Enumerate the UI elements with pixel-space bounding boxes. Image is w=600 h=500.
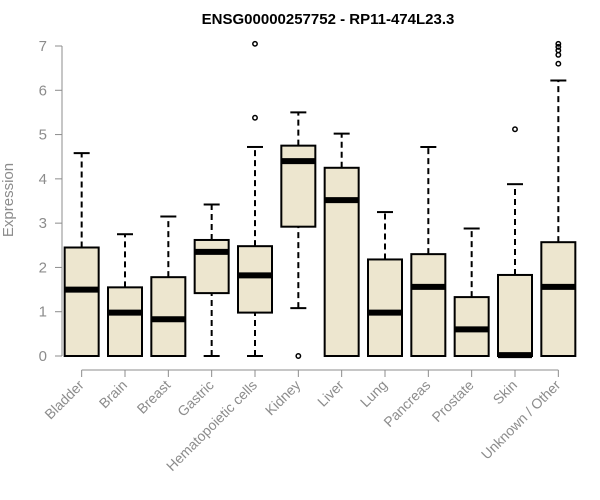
box-iqr <box>280 144 317 228</box>
box-iqr <box>410 253 447 357</box>
y-axis: 0 1 2 3 4 5 6 7 <box>39 38 63 365</box>
outlier-point <box>555 43 562 50</box>
x-tick-label: Skin <box>490 377 521 408</box>
y-tick-label: 6 <box>39 82 47 99</box>
x-tick-label: Lung <box>357 377 390 410</box>
outlier-point <box>555 60 562 67</box>
boxes-group <box>63 40 577 359</box>
box-iqr <box>107 286 143 358</box>
box-bladder <box>63 152 100 357</box>
x-tick-label: Pancreas <box>380 377 433 430</box>
y-axis-label: Expression <box>0 163 17 237</box>
box-iqr <box>193 238 230 295</box>
box-prostate <box>453 227 490 358</box>
box-brain <box>107 233 143 358</box>
outlier-point <box>252 40 258 47</box>
outlier-point <box>555 47 562 54</box>
x-tick-label: Brain <box>96 377 130 411</box>
box-iqr <box>323 166 360 357</box>
box-iqr <box>237 245 273 314</box>
box-pancreas <box>410 145 447 357</box>
y-tick-label: 5 <box>39 127 47 144</box>
x-tick-label: Liver <box>314 377 347 410</box>
box-iqr <box>497 273 533 358</box>
box-iqr <box>63 246 100 357</box>
box-hematopoietic-cells <box>237 40 273 357</box>
box-breast <box>150 215 187 357</box>
chart-title: ENSG00000257752 - RP11-474L23.3 <box>202 11 455 28</box>
outlier-point <box>512 126 518 133</box>
box-liver <box>323 132 360 357</box>
x-tick-label: Bladder <box>41 377 87 423</box>
outlier-point <box>295 353 302 359</box>
x-tick-label: Kidney <box>262 377 304 419</box>
x-tick-label: Prostate <box>429 377 477 425</box>
y-tick-label: 1 <box>39 304 47 321</box>
y-tick-label: 3 <box>39 215 47 232</box>
y-tick-label: 2 <box>39 259 47 276</box>
box-unknown-other <box>540 40 577 357</box>
y-tick-label: 0 <box>39 348 47 365</box>
outlier-point <box>555 40 562 47</box>
outlier-point <box>252 114 258 121</box>
box-iqr <box>540 241 577 357</box>
x-tick-label: Breast <box>134 377 174 417</box>
y-tick-label: 7 <box>39 38 47 55</box>
y-tick-label: 4 <box>39 171 47 188</box>
box-gastric <box>193 203 230 357</box>
box-kidney <box>280 111 317 359</box>
box-iqr <box>367 258 403 358</box>
box-skin <box>497 126 533 359</box>
x-tick-label: Gastric <box>174 377 217 420</box>
x-tick-label: Unknown / Other <box>478 377 564 463</box>
box-lung <box>367 211 403 358</box>
